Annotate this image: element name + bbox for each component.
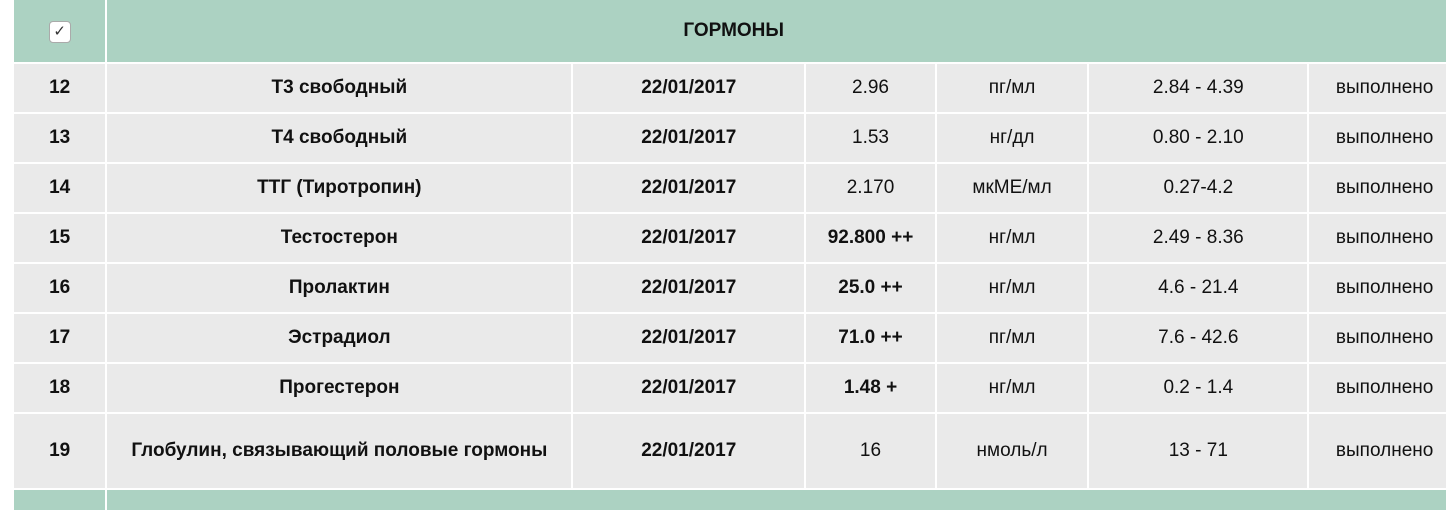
table-row: 14 ТТГ (Тиротропин) 22/01/2017 2.170 мкМЕ/мл… — [14, 164, 1446, 212]
test-name: Т4 свободный — [107, 114, 572, 162]
test-date: 22/01/2017 — [573, 314, 805, 362]
test-date: 22/01/2017 — [573, 164, 805, 212]
test-status: выполнено — [1309, 214, 1446, 262]
test-status: выполнено — [1309, 314, 1446, 362]
test-name: Тестостерон — [107, 214, 572, 262]
table-row: 18 Прогестерон 22/01/2017 1.48 + нг/мл 0.2 - … — [14, 364, 1446, 412]
test-unit: нг/мл — [936, 264, 1088, 312]
table-row: 15 Тестостерон 22/01/2017 92.800 ++ нг/мл 2.4… — [14, 214, 1446, 262]
test-value: 1.53 — [806, 114, 935, 162]
test-value: 16 — [806, 414, 935, 488]
test-unit: нг/дл — [936, 114, 1088, 162]
reference-range: 0.27-4.2 — [1089, 164, 1308, 212]
test-status: выполнено — [1309, 164, 1446, 212]
test-name: Глобулин, связывающий половые гормоны — [107, 414, 572, 488]
reference-range: 4.6 - 21.4 — [1089, 264, 1308, 312]
test-unit: нг/мл — [936, 214, 1088, 262]
row-number: 14 — [14, 164, 106, 212]
table-row: 16 Пролактин 22/01/2017 25.0 ++ нг/мл 4.6 - 2… — [14, 264, 1446, 312]
table-row: 19 Глобулин, связывающий половые гормоны 2… — [14, 414, 1446, 488]
test-name: Прогестерон — [107, 364, 572, 412]
row-number: 19 — [14, 414, 106, 488]
row-number: 12 — [14, 64, 106, 112]
table-row: 13 Т4 свободный 22/01/2017 1.53 нг/дл 0.80 - … — [14, 114, 1446, 162]
test-date: 22/01/2017 — [573, 214, 805, 262]
test-value: 1.48 + — [806, 364, 935, 412]
test-status: выполнено — [1309, 64, 1446, 112]
test-status: выполнено — [1309, 364, 1446, 412]
test-date: 22/01/2017 — [573, 264, 805, 312]
test-name: Пролактин — [107, 264, 572, 312]
table-row: 12 Т3 свободный 22/01/2017 2.96 пг/мл 2.84 - … — [14, 64, 1446, 112]
row-number: 16 — [14, 264, 106, 312]
test-name: Т3 свободный — [107, 64, 572, 112]
row-number: 15 — [14, 214, 106, 262]
reference-range: 2.84 - 4.39 — [1089, 64, 1308, 112]
test-name: ТТГ (Тиротропин) — [107, 164, 572, 212]
table-row: 17 Эстрадиол 22/01/2017 71.0 ++ пг/мл 7.6 - 4… — [14, 314, 1446, 362]
select-all-cell[interactable]: ✓ — [14, 0, 106, 62]
test-date: 22/01/2017 — [573, 114, 805, 162]
results-table: ✓ ГОРМОНЫ 12 Т3 свободный 22/01/2017 2.96 пг… — [12, 0, 1446, 512]
test-unit: нмоль/л — [936, 414, 1088, 488]
test-status: выполнено — [1309, 414, 1446, 488]
row-number: 13 — [14, 114, 106, 162]
test-value: 71.0 ++ — [806, 314, 935, 362]
select-all-checkbox[interactable]: ✓ — [48, 20, 71, 43]
test-unit: пг/мл — [936, 64, 1088, 112]
reference-range: 13 - 71 — [1089, 414, 1308, 488]
test-unit: пг/мл — [936, 314, 1088, 362]
row-number: 17 — [14, 314, 106, 362]
reference-range: 2.49 - 8.36 — [1089, 214, 1308, 262]
test-value: 2.170 — [806, 164, 935, 212]
section-footer-row — [14, 490, 1446, 510]
test-value: 25.0 ++ — [806, 264, 935, 312]
test-value: 2.96 — [806, 64, 935, 112]
reference-range: 7.6 - 42.6 — [1089, 314, 1308, 362]
reference-range: 0.2 - 1.4 — [1089, 364, 1308, 412]
test-date: 22/01/2017 — [573, 364, 805, 412]
test-unit: мкМЕ/мл — [936, 164, 1088, 212]
section-header-row: ✓ ГОРМОНЫ — [14, 0, 1446, 62]
test-status: выполнено — [1309, 114, 1446, 162]
test-name: Эстрадиол — [107, 314, 572, 362]
test-status: выполнено — [1309, 264, 1446, 312]
test-unit: нг/мл — [936, 364, 1088, 412]
test-date: 22/01/2017 — [573, 64, 805, 112]
section-title: ГОРМОНЫ — [107, 0, 1446, 62]
row-number: 18 — [14, 364, 106, 412]
test-value: 92.800 ++ — [806, 214, 935, 262]
reference-range: 0.80 - 2.10 — [1089, 114, 1308, 162]
test-date: 22/01/2017 — [573, 414, 805, 488]
